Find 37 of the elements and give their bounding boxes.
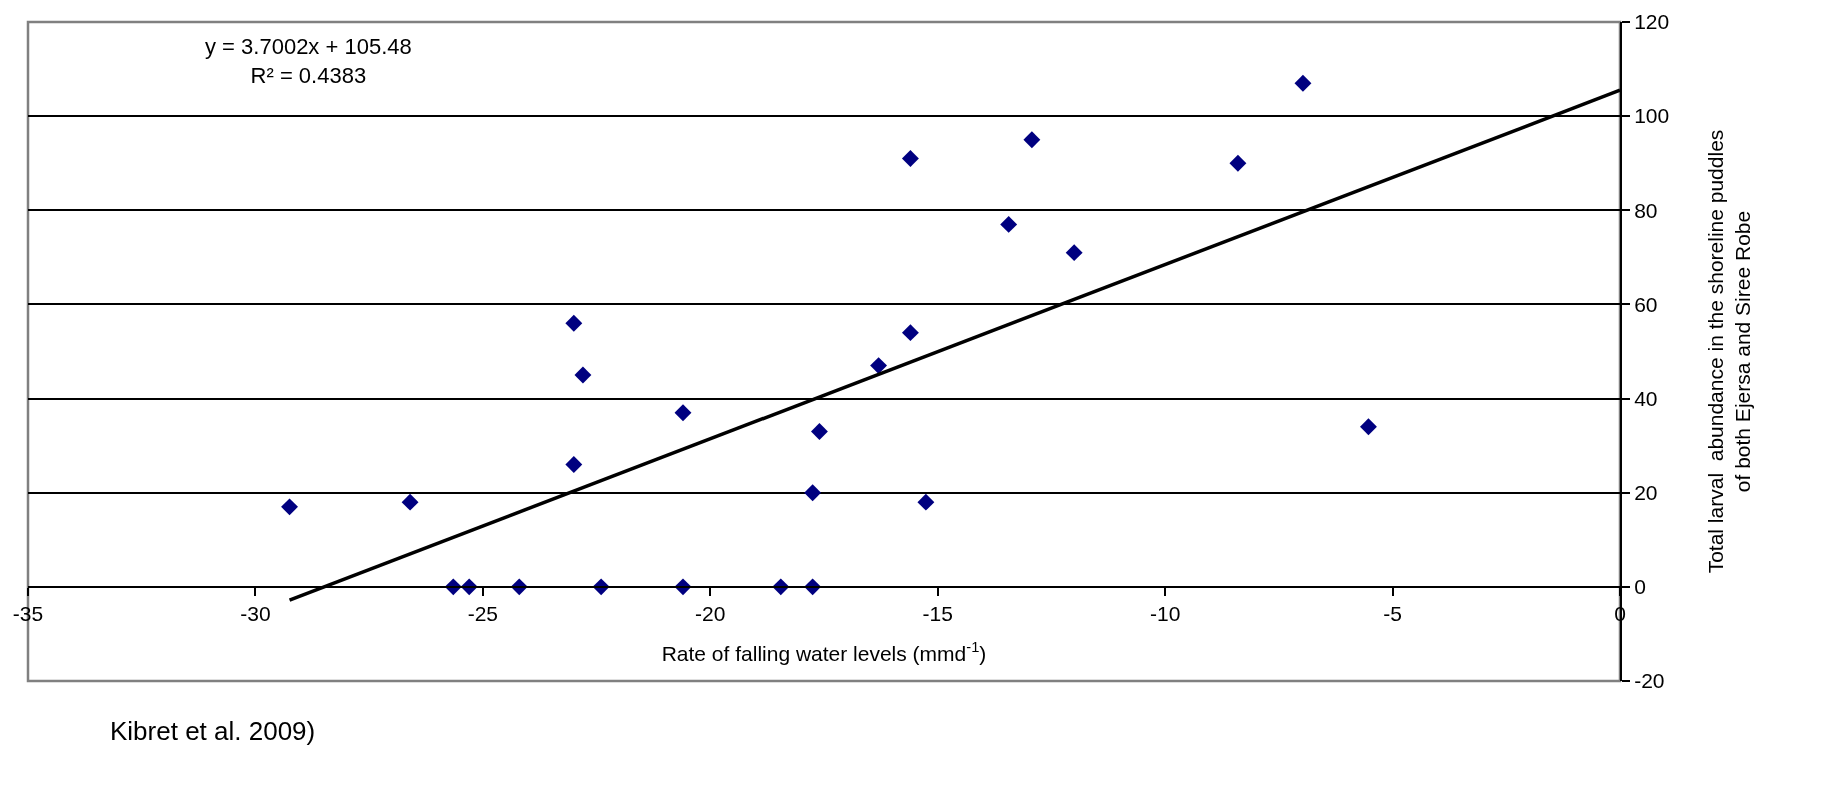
y-tick-label: -20 bbox=[1634, 669, 1665, 693]
point bbox=[901, 324, 919, 342]
x-tick-label: -30 bbox=[240, 602, 271, 626]
annotation: y = 3.7002x + 105.48 R² = 0.4383 bbox=[205, 34, 412, 88]
y-tick-label: 40 bbox=[1634, 386, 1658, 410]
point bbox=[574, 366, 592, 384]
point bbox=[1294, 74, 1312, 92]
y-axis-title: Total larval abundance in the shoreline puddles of both Ejersa and Siree Robe bbox=[1703, 129, 1755, 574]
y-tick-label: 0 bbox=[1634, 575, 1646, 599]
point bbox=[870, 357, 888, 375]
point bbox=[804, 484, 822, 502]
point bbox=[565, 456, 583, 473]
point bbox=[281, 498, 298, 516]
text: Kibret et al. 2009) bbox=[110, 716, 316, 746]
point bbox=[1360, 418, 1377, 436]
x-tick-label: -15 bbox=[922, 602, 953, 626]
point bbox=[811, 423, 828, 440]
y-tick-label: 60 bbox=[1634, 292, 1658, 316]
point bbox=[1000, 215, 1018, 233]
point bbox=[1229, 154, 1247, 172]
x-axis-title: Rate of falling water levels (mmd$^{-1}$) bbox=[661, 639, 987, 665]
point bbox=[401, 493, 419, 511]
x-tick-label: -35 bbox=[12, 602, 44, 626]
y-tick-label: 20 bbox=[1634, 481, 1658, 505]
point bbox=[917, 493, 935, 511]
y-tick-label: 100 bbox=[1634, 104, 1670, 128]
x-tick-label: -10 bbox=[1149, 602, 1181, 626]
y-tick-label: 120 bbox=[1634, 10, 1670, 34]
y-tick-label: 80 bbox=[1634, 198, 1658, 222]
point bbox=[901, 150, 919, 167]
x-tick-label: -20 bbox=[695, 602, 726, 626]
point bbox=[1065, 244, 1083, 262]
point bbox=[1023, 131, 1041, 149]
x-tick-label: -5 bbox=[1383, 602, 1402, 626]
point bbox=[565, 314, 583, 332]
point bbox=[674, 404, 692, 422]
x-tick-label: -25 bbox=[467, 602, 499, 626]
